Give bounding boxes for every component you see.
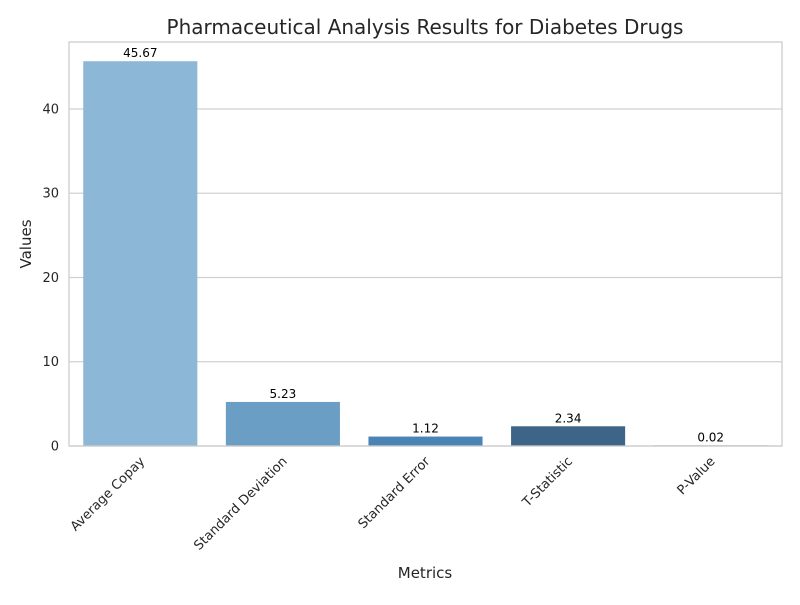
bar-value-label: 5.23 (270, 387, 297, 401)
y-axis-ticks: 0 10 20 30 40 (42, 102, 59, 454)
data-labels: 45.67 5.23 1.12 2.34 0.02 (123, 46, 724, 444)
chart-title: Pharmaceutical Analysis Results for Diab… (167, 15, 684, 39)
bar-value-label: 0.02 (697, 430, 724, 444)
x-tick-label: Average Copay (68, 454, 148, 534)
bar-value-label: 45.67 (123, 46, 157, 60)
plot-frame (68, 41, 783, 447)
y-tick-label: 20 (42, 271, 59, 286)
bar (511, 426, 626, 446)
bar (368, 436, 483, 446)
bar-value-label: 2.34 (555, 411, 582, 425)
bar (225, 401, 340, 446)
x-tick-label: P-Value (675, 454, 719, 498)
x-axis-label: Metrics (398, 564, 453, 582)
x-tick-label: Standard Error (356, 454, 434, 532)
y-axis-label: Values (17, 219, 35, 268)
x-axis-ticks: Average Copay Standard Deviation Standard … (68, 454, 719, 554)
x-tick-label: Standard Deviation (191, 454, 290, 553)
y-tick-label: 10 (42, 355, 59, 370)
bar (83, 61, 198, 446)
y-tick-label: 0 (51, 440, 59, 455)
x-tick-label: T-Statistic (519, 454, 576, 511)
y-tick-label: 40 (42, 102, 59, 117)
bar-value-label: 1.12 (412, 422, 439, 436)
y-tick-label: 30 (42, 187, 59, 202)
bars (83, 61, 768, 446)
